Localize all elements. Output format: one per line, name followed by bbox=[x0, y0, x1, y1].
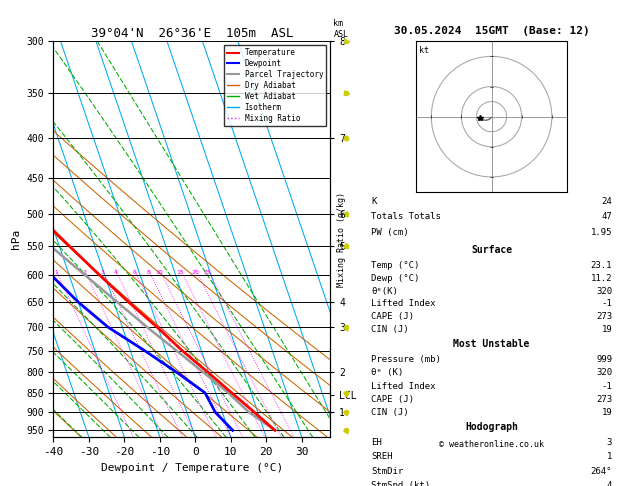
Text: EH: EH bbox=[371, 437, 382, 447]
Text: Pressure (mb): Pressure (mb) bbox=[371, 355, 441, 364]
Text: 11.2: 11.2 bbox=[591, 274, 612, 283]
Text: 1.95: 1.95 bbox=[591, 227, 612, 237]
Text: StmDir: StmDir bbox=[371, 467, 403, 476]
Text: 30.05.2024  15GMT  (Base: 12): 30.05.2024 15GMT (Base: 12) bbox=[394, 26, 589, 36]
Text: PW (cm): PW (cm) bbox=[371, 227, 408, 237]
Title: 39°04'N  26°36'E  105m  ASL: 39°04'N 26°36'E 105m ASL bbox=[91, 27, 293, 40]
Text: 20: 20 bbox=[192, 270, 199, 275]
Legend: Temperature, Dewpoint, Parcel Trajectory, Dry Adiabat, Wet Adiabat, Isotherm, Mi: Temperature, Dewpoint, Parcel Trajectory… bbox=[224, 45, 326, 126]
Text: kt: kt bbox=[420, 46, 429, 55]
Text: K: K bbox=[371, 197, 376, 206]
Text: 264°: 264° bbox=[591, 467, 612, 476]
Text: Most Unstable: Most Unstable bbox=[454, 339, 530, 349]
Text: 273: 273 bbox=[596, 395, 612, 404]
Text: Mixing Ratio (g/kg): Mixing Ratio (g/kg) bbox=[337, 192, 345, 287]
Text: θᵉ (K): θᵉ (K) bbox=[371, 368, 403, 377]
Text: Hodograph: Hodograph bbox=[465, 422, 518, 432]
Text: 999: 999 bbox=[596, 355, 612, 364]
Text: 4: 4 bbox=[113, 270, 117, 275]
Text: 15: 15 bbox=[177, 270, 184, 275]
Text: Surface: Surface bbox=[471, 244, 512, 255]
Text: 25: 25 bbox=[204, 270, 212, 275]
Text: SREH: SREH bbox=[371, 452, 392, 461]
Text: © weatheronline.co.uk: © weatheronline.co.uk bbox=[439, 440, 544, 449]
Text: 8: 8 bbox=[147, 270, 150, 275]
Y-axis label: hPa: hPa bbox=[11, 229, 21, 249]
Text: CIN (J): CIN (J) bbox=[371, 325, 408, 334]
Text: Temp (°C): Temp (°C) bbox=[371, 261, 420, 271]
Text: km
ASL: km ASL bbox=[333, 19, 348, 39]
Text: Lifted Index: Lifted Index bbox=[371, 382, 435, 391]
Text: CIN (J): CIN (J) bbox=[371, 408, 408, 417]
Text: 4: 4 bbox=[607, 481, 612, 486]
Text: StmSpd (kt): StmSpd (kt) bbox=[371, 481, 430, 486]
Text: Lifted Index: Lifted Index bbox=[371, 299, 435, 309]
Text: 47: 47 bbox=[601, 212, 612, 221]
Text: CAPE (J): CAPE (J) bbox=[371, 395, 414, 404]
Text: θᵉ(K): θᵉ(K) bbox=[371, 287, 398, 296]
Text: -1: -1 bbox=[601, 299, 612, 309]
Text: 320: 320 bbox=[596, 287, 612, 296]
Text: 23.1: 23.1 bbox=[591, 261, 612, 271]
Text: 1: 1 bbox=[607, 452, 612, 461]
Text: 6: 6 bbox=[132, 270, 136, 275]
Text: 19: 19 bbox=[601, 325, 612, 334]
Text: CAPE (J): CAPE (J) bbox=[371, 312, 414, 321]
Text: 24: 24 bbox=[601, 197, 612, 206]
Text: 273: 273 bbox=[596, 312, 612, 321]
Text: 3: 3 bbox=[100, 270, 104, 275]
Text: 320: 320 bbox=[596, 368, 612, 377]
Text: Totals Totals: Totals Totals bbox=[371, 212, 441, 221]
Text: 10: 10 bbox=[155, 270, 164, 275]
Text: 3: 3 bbox=[607, 437, 612, 447]
Text: -1: -1 bbox=[601, 382, 612, 391]
Text: Dewp (°C): Dewp (°C) bbox=[371, 274, 420, 283]
Text: 2: 2 bbox=[82, 270, 86, 275]
Text: 1: 1 bbox=[54, 270, 58, 275]
Text: 19: 19 bbox=[601, 408, 612, 417]
X-axis label: Dewpoint / Temperature (°C): Dewpoint / Temperature (°C) bbox=[101, 463, 283, 473]
